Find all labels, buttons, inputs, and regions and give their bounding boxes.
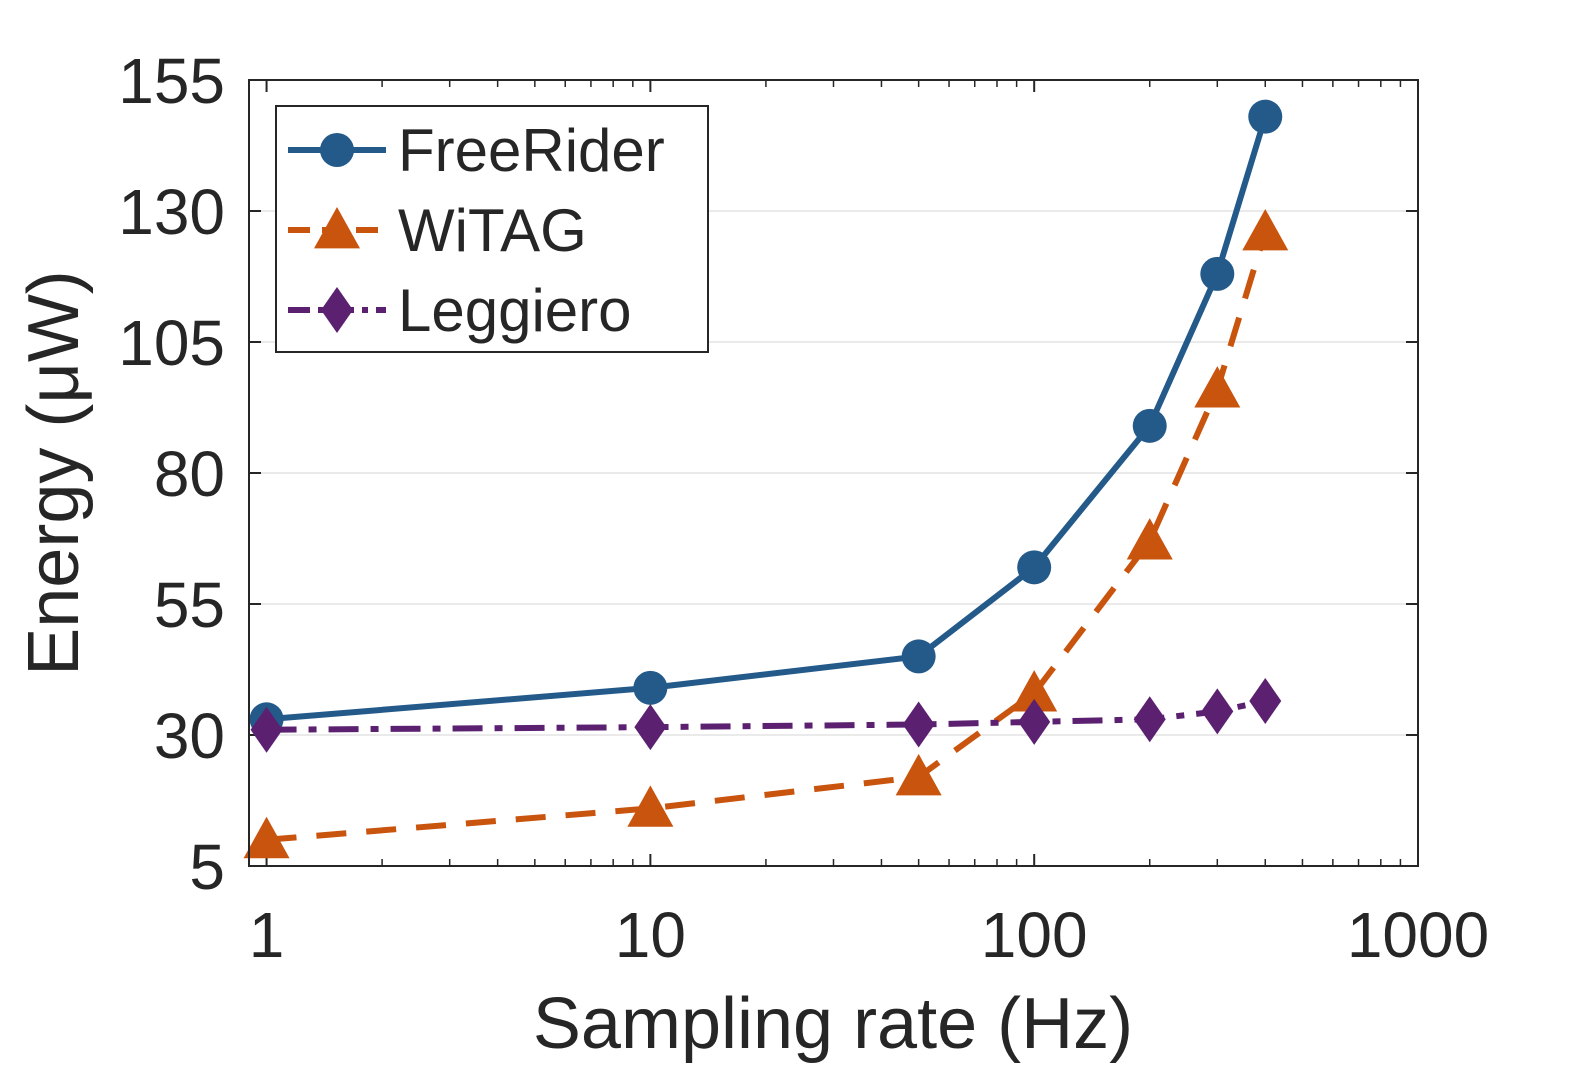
legend-freerider-marker <box>320 133 354 167</box>
witag-point <box>1126 518 1173 560</box>
x-tick-label: 10 <box>615 899 686 971</box>
series-freerider <box>249 99 1283 737</box>
freerider-point <box>1200 256 1235 291</box>
y-tick-label: 30 <box>154 700 225 772</box>
freerider-point <box>1017 550 1052 585</box>
plot-frame <box>248 79 1419 867</box>
freerider-point <box>1132 408 1167 443</box>
legend-leggiero-marker <box>321 287 353 333</box>
legend: FreeRider WiTAG Leggiero <box>275 105 709 353</box>
witag-point <box>1242 208 1289 251</box>
legend-witag-marker <box>314 207 360 249</box>
series-witag <box>243 208 1289 859</box>
series-leggiero <box>250 677 1282 753</box>
leggiero-point <box>634 704 667 751</box>
leggiero-point <box>1249 677 1282 724</box>
y-tick-label: 55 <box>154 569 225 641</box>
leggiero-point <box>1133 696 1166 743</box>
leggiero-point <box>902 701 935 748</box>
witag-point <box>627 785 674 827</box>
x-tick-label: 1 <box>249 899 285 971</box>
witag-point <box>1011 670 1058 712</box>
legend-leggiero-label: Leggiero <box>398 277 632 344</box>
y-tick-label: 130 <box>118 176 225 248</box>
witag-point <box>1194 366 1241 408</box>
x-tick-label: 1000 <box>1347 899 1489 971</box>
legend-freerider-label: FreeRider <box>398 117 665 184</box>
leggiero-point <box>1018 698 1051 745</box>
witag-point <box>895 753 942 796</box>
freerider-point <box>1248 99 1283 134</box>
legend-witag-label: WiTAG <box>398 197 587 264</box>
x-axis-label: Sampling rate (Hz) <box>533 984 1133 1064</box>
tick-labels: 5 30 55 80 105 130 155 1 10 100 1000 <box>118 45 1489 971</box>
series-layer <box>243 99 1289 859</box>
y-tick-label: 155 <box>118 45 225 117</box>
x-tick-label: 100 <box>981 899 1088 971</box>
y-tick-label: 80 <box>154 438 225 510</box>
y-tick-label: 5 <box>189 831 225 903</box>
freerider-point <box>901 639 936 674</box>
leggiero-point <box>250 706 283 753</box>
freerider-point <box>633 670 668 705</box>
witag-point <box>243 816 290 859</box>
leggiero-point <box>1201 688 1234 735</box>
y-axis-label: Energy (μW) <box>14 270 94 676</box>
y-tick-label: 105 <box>118 307 225 379</box>
